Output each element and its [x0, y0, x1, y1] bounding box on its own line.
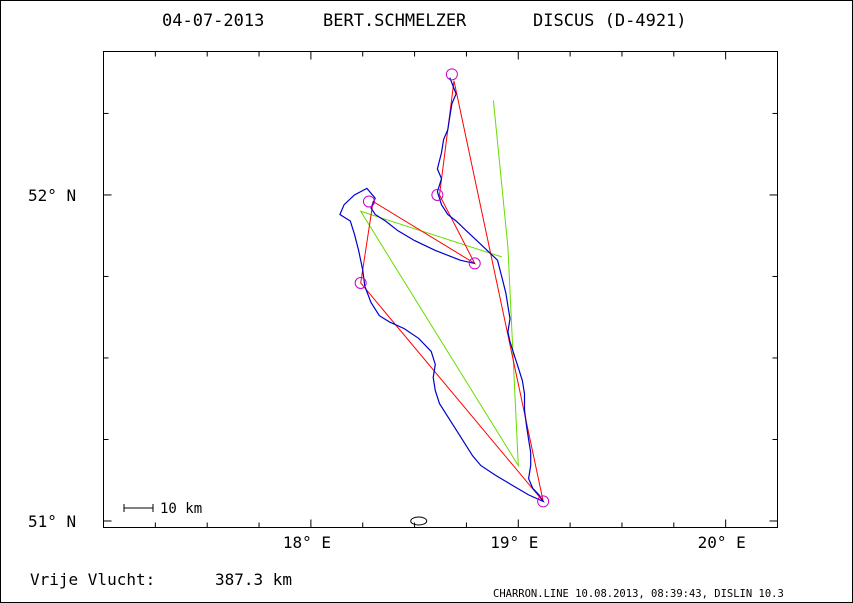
turnpoint-marker	[537, 495, 550, 508]
x-tick-label: 20° E	[698, 533, 746, 552]
plot-frame	[103, 51, 778, 528]
turnpoint-marker	[468, 257, 481, 270]
scale-bar-label: 10 km	[160, 501, 202, 517]
gps-track-line	[339, 77, 545, 503]
turnpoint-marker	[362, 195, 375, 208]
home-airfield-marker	[410, 516, 428, 526]
turnpoint-marker	[431, 188, 444, 201]
optimized-route-line	[359, 100, 519, 468]
distance-label: Vrije Vlucht:	[30, 570, 155, 589]
turnpoint-markers	[354, 68, 550, 508]
turnpoint-marker	[354, 276, 367, 289]
y-tick-label: 51° N	[28, 512, 76, 531]
credit-line: CHARRON.LINE 10.08.2013, 08:39:43, DISLI…	[493, 588, 784, 600]
turnpoint-marker	[445, 68, 458, 81]
axis-ticks	[103, 51, 778, 528]
x-tick-label: 19° E	[490, 533, 538, 552]
flight-map	[339, 68, 550, 526]
pilot-name: BERT.SCHMELZER	[323, 11, 467, 31]
glider-name: DISCUS (D-4921)	[533, 11, 687, 31]
scale-bar: 10 km	[123, 501, 202, 517]
y-tick-label: 52° N	[28, 186, 76, 205]
x-tick-label: 18° E	[283, 533, 331, 552]
flight-date: 04-07-2013	[162, 11, 264, 31]
distance-value: 387.3 km	[215, 570, 292, 589]
axis-labels: 18° E 19° E 20° E 52° N 51° N	[28, 186, 746, 552]
